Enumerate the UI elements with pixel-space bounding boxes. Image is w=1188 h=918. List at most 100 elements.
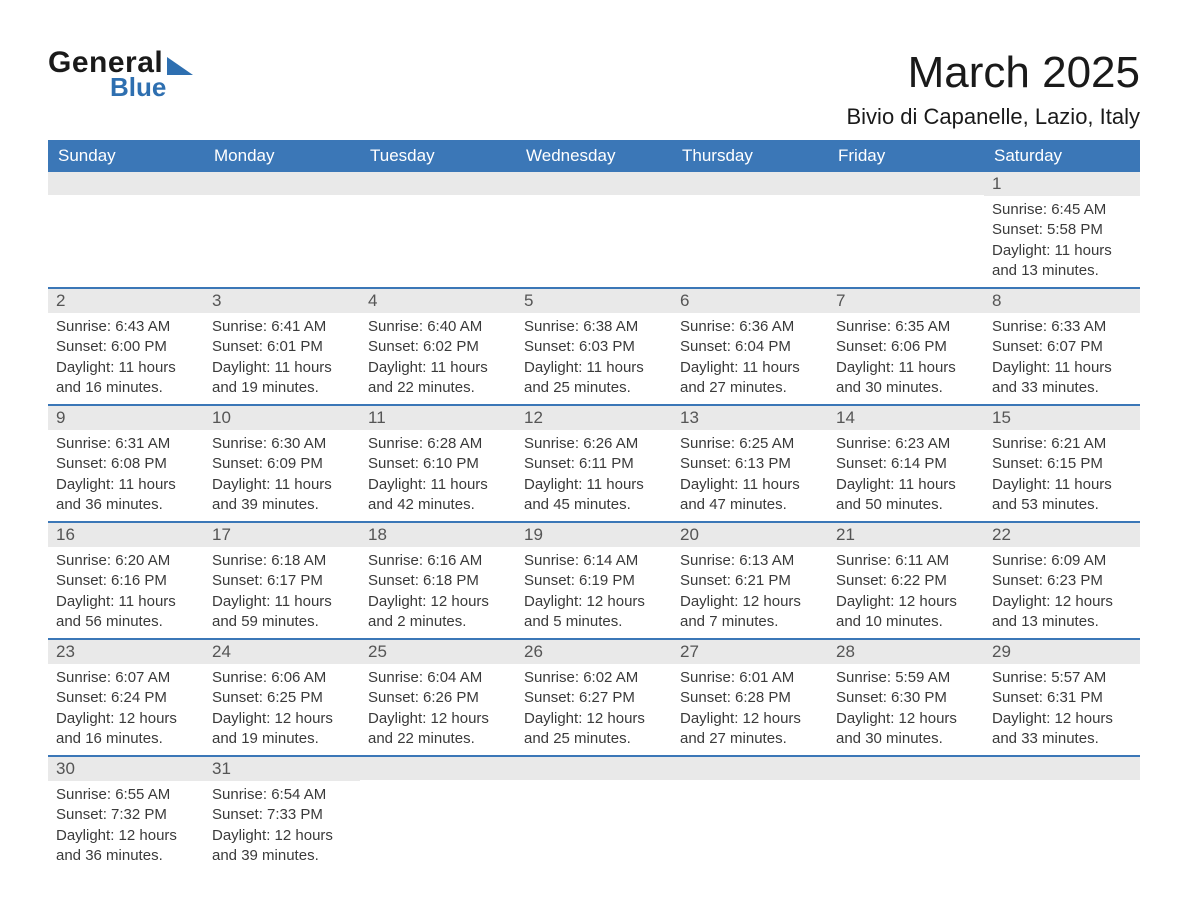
calendar-day-cell: 26Sunrise: 6:02 AMSunset: 6:27 PMDayligh… [516, 639, 672, 756]
calendar-empty-cell [516, 756, 672, 872]
sunrise-line: Sunrise: 6:14 AM [524, 551, 664, 571]
sunrise-line: Sunrise: 6:16 AM [368, 551, 508, 571]
calendar-week-row: 23Sunrise: 6:07 AMSunset: 6:24 PMDayligh… [48, 639, 1140, 756]
calendar-day-cell: 29Sunrise: 5:57 AMSunset: 6:31 PMDayligh… [984, 639, 1140, 756]
calendar-day-cell: 31Sunrise: 6:54 AMSunset: 7:33 PMDayligh… [204, 756, 360, 872]
daylight-line: Daylight: 12 hours and 30 minutes. [836, 709, 976, 750]
calendar-day-cell: 20Sunrise: 6:13 AMSunset: 6:21 PMDayligh… [672, 522, 828, 639]
day-number: 28 [828, 640, 984, 664]
sunset-line: Sunset: 6:15 PM [992, 454, 1132, 474]
day-details: Sunrise: 6:43 AMSunset: 6:00 PMDaylight:… [48, 313, 204, 398]
sunset-line: Sunset: 6:16 PM [56, 571, 196, 591]
calendar-week-row: 30Sunrise: 6:55 AMSunset: 7:32 PMDayligh… [48, 756, 1140, 872]
calendar-day-cell: 27Sunrise: 6:01 AMSunset: 6:28 PMDayligh… [672, 639, 828, 756]
sunset-line: Sunset: 6:28 PM [680, 688, 820, 708]
sunrise-line: Sunrise: 6:36 AM [680, 317, 820, 337]
day-number: 24 [204, 640, 360, 664]
daylight-line: Daylight: 12 hours and 25 minutes. [524, 709, 664, 750]
daylight-line: Daylight: 12 hours and 13 minutes. [992, 592, 1132, 633]
daylight-line: Daylight: 11 hours and 50 minutes. [836, 475, 976, 516]
daylight-line: Daylight: 12 hours and 16 minutes. [56, 709, 196, 750]
weekday-header: Monday [204, 140, 360, 172]
day-number: 20 [672, 523, 828, 547]
day-details: Sunrise: 6:28 AMSunset: 6:10 PMDaylight:… [360, 430, 516, 515]
sunrise-line: Sunrise: 6:01 AM [680, 668, 820, 688]
sunrise-line: Sunrise: 6:54 AM [212, 785, 352, 805]
sunrise-line: Sunrise: 6:31 AM [56, 434, 196, 454]
day-details: Sunrise: 6:07 AMSunset: 6:24 PMDaylight:… [48, 664, 204, 749]
day-number: 21 [828, 523, 984, 547]
calendar-day-cell: 9Sunrise: 6:31 AMSunset: 6:08 PMDaylight… [48, 405, 204, 522]
daylight-line: Daylight: 12 hours and 27 minutes. [680, 709, 820, 750]
calendar-day-cell: 19Sunrise: 6:14 AMSunset: 6:19 PMDayligh… [516, 522, 672, 639]
day-number: 22 [984, 523, 1140, 547]
sunset-line: Sunset: 6:17 PM [212, 571, 352, 591]
day-number: 14 [828, 406, 984, 430]
day-number: 25 [360, 640, 516, 664]
calendar-day-cell: 28Sunrise: 5:59 AMSunset: 6:30 PMDayligh… [828, 639, 984, 756]
calendar-day-cell: 14Sunrise: 6:23 AMSunset: 6:14 PMDayligh… [828, 405, 984, 522]
day-number: 31 [204, 757, 360, 781]
calendar-day-cell: 10Sunrise: 6:30 AMSunset: 6:09 PMDayligh… [204, 405, 360, 522]
day-number: 4 [360, 289, 516, 313]
day-number: 16 [48, 523, 204, 547]
day-details: Sunrise: 6:21 AMSunset: 6:15 PMDaylight:… [984, 430, 1140, 515]
daylight-line: Daylight: 11 hours and 53 minutes. [992, 475, 1132, 516]
daylight-line: Daylight: 11 hours and 33 minutes. [992, 358, 1132, 399]
day-number [516, 172, 672, 195]
calendar-day-cell: 4Sunrise: 6:40 AMSunset: 6:02 PMDaylight… [360, 288, 516, 405]
calendar-header-row: Sunday Monday Tuesday Wednesday Thursday… [48, 140, 1140, 172]
daylight-line: Daylight: 11 hours and 27 minutes. [680, 358, 820, 399]
day-details: Sunrise: 6:23 AMSunset: 6:14 PMDaylight:… [828, 430, 984, 515]
day-number: 9 [48, 406, 204, 430]
day-number [204, 172, 360, 195]
calendar-day-cell: 23Sunrise: 6:07 AMSunset: 6:24 PMDayligh… [48, 639, 204, 756]
day-number: 19 [516, 523, 672, 547]
day-number [360, 172, 516, 195]
weekday-header: Tuesday [360, 140, 516, 172]
calendar-day-cell: 30Sunrise: 6:55 AMSunset: 7:32 PMDayligh… [48, 756, 204, 872]
calendar-empty-cell [672, 172, 828, 288]
sunset-line: Sunset: 6:10 PM [368, 454, 508, 474]
day-details: Sunrise: 6:01 AMSunset: 6:28 PMDaylight:… [672, 664, 828, 749]
sunset-line: Sunset: 6:11 PM [524, 454, 664, 474]
day-number: 11 [360, 406, 516, 430]
sunrise-line: Sunrise: 6:11 AM [836, 551, 976, 571]
calendar-day-cell: 17Sunrise: 6:18 AMSunset: 6:17 PMDayligh… [204, 522, 360, 639]
sunrise-line: Sunrise: 6:18 AM [212, 551, 352, 571]
day-number: 18 [360, 523, 516, 547]
calendar-day-cell: 7Sunrise: 6:35 AMSunset: 6:06 PMDaylight… [828, 288, 984, 405]
calendar-body: 1Sunrise: 6:45 AMSunset: 5:58 PMDaylight… [48, 172, 1140, 872]
calendar-empty-cell [204, 172, 360, 288]
calendar-day-cell: 13Sunrise: 6:25 AMSunset: 6:13 PMDayligh… [672, 405, 828, 522]
day-number: 27 [672, 640, 828, 664]
day-number [672, 757, 828, 780]
day-details: Sunrise: 6:35 AMSunset: 6:06 PMDaylight:… [828, 313, 984, 398]
weekday-header: Thursday [672, 140, 828, 172]
sunset-line: Sunset: 6:07 PM [992, 337, 1132, 357]
sunrise-line: Sunrise: 6:23 AM [836, 434, 976, 454]
daylight-line: Daylight: 12 hours and 33 minutes. [992, 709, 1132, 750]
calendar-week-row: 16Sunrise: 6:20 AMSunset: 6:16 PMDayligh… [48, 522, 1140, 639]
day-number [672, 172, 828, 195]
day-details: Sunrise: 6:54 AMSunset: 7:33 PMDaylight:… [204, 781, 360, 866]
sunset-line: Sunset: 6:31 PM [992, 688, 1132, 708]
day-details: Sunrise: 6:04 AMSunset: 6:26 PMDaylight:… [360, 664, 516, 749]
calendar-empty-cell [828, 172, 984, 288]
sunrise-line: Sunrise: 6:25 AM [680, 434, 820, 454]
daylight-line: Daylight: 12 hours and 5 minutes. [524, 592, 664, 633]
calendar-day-cell: 22Sunrise: 6:09 AMSunset: 6:23 PMDayligh… [984, 522, 1140, 639]
sunset-line: Sunset: 6:21 PM [680, 571, 820, 591]
sunset-line: Sunset: 6:25 PM [212, 688, 352, 708]
title-block: March 2025 Bivio di Capanelle, Lazio, It… [847, 48, 1141, 130]
day-number: 26 [516, 640, 672, 664]
sunrise-line: Sunrise: 6:06 AM [212, 668, 352, 688]
sunset-line: Sunset: 6:03 PM [524, 337, 664, 357]
sunrise-line: Sunrise: 6:07 AM [56, 668, 196, 688]
daylight-line: Daylight: 12 hours and 2 minutes. [368, 592, 508, 633]
day-number [828, 757, 984, 780]
day-details: Sunrise: 6:11 AMSunset: 6:22 PMDaylight:… [828, 547, 984, 632]
sunset-line: Sunset: 6:23 PM [992, 571, 1132, 591]
daylight-line: Daylight: 12 hours and 22 minutes. [368, 709, 508, 750]
sunrise-line: Sunrise: 6:41 AM [212, 317, 352, 337]
